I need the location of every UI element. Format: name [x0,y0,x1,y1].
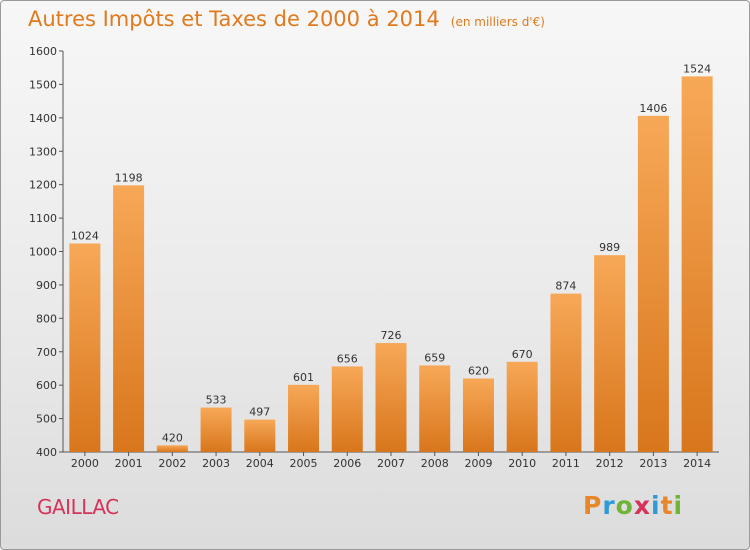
bar [156,445,188,452]
bar [113,185,145,452]
bar [637,115,669,452]
y-tick-label: 900 [36,279,57,292]
bar [331,366,363,452]
x-tick-label: 2004 [246,457,274,470]
y-tick-label: 1100 [29,212,57,225]
x-tick-label: 2008 [421,457,449,470]
x-tick-label: 2012 [596,457,624,470]
bar-value-label: 601 [293,371,314,384]
x-tick-label: 2003 [202,457,230,470]
brand-letter: r [602,491,616,520]
y-tick-label: 1200 [29,179,57,192]
x-tick-label: 2006 [333,457,361,470]
bar-value-label: 1524 [683,62,711,75]
bar [419,365,451,452]
bar [594,255,626,452]
y-tick-label: 1000 [29,246,57,259]
x-tick-label: 2014 [683,457,711,470]
bar-value-label: 1406 [639,102,667,115]
brand-letter: i [673,491,684,520]
x-tick-label: 2007 [377,457,405,470]
x-tick-label: 2011 [552,457,580,470]
y-tick-label: 700 [36,346,57,359]
bar-value-label: 620 [468,364,489,377]
bar-value-label: 420 [162,431,183,444]
place-name: GAILLAC [37,495,119,519]
x-tick-label: 2005 [290,457,318,470]
y-tick-label: 1400 [29,112,57,125]
chart-title: Autres Impôts et Taxes de 2000 à 2014 [28,7,440,31]
bar [200,407,232,452]
y-tick-label: 1500 [29,78,57,91]
x-tick-label: 2010 [508,457,536,470]
brand-logo: Proxiti [583,491,683,520]
y-tick-label: 1600 [29,45,57,58]
chart-subtitle: (en milliers d'€) [450,15,545,29]
bar-value-label: 659 [424,351,445,364]
bar-value-label: 670 [512,348,533,361]
y-tick-label: 600 [36,379,57,392]
brand-letter: x [633,491,651,520]
y-tick-label: 800 [36,312,57,325]
bar [462,378,494,452]
brand-letter: i [651,491,661,520]
bar-value-label: 1198 [115,171,143,184]
y-tick-label: 400 [36,446,57,459]
x-tick-label: 2009 [464,457,492,470]
bar-value-label: 497 [249,406,270,419]
brand-letter: o [615,491,634,520]
bar-value-label: 533 [206,394,227,407]
title-block: Autres Impôts et Taxes de 2000 à 2014 (e… [28,7,545,31]
bar [69,243,101,452]
bar [375,343,407,452]
brand-letter: P [583,491,603,520]
y-tick-label: 500 [36,413,57,426]
bar [244,419,276,452]
bar-value-label: 1024 [71,229,99,242]
x-tick-label: 2002 [158,457,186,470]
bar-value-label: 656 [337,352,358,365]
x-tick-label: 2001 [115,457,143,470]
y-tick-label: 1300 [29,145,57,158]
bar [506,361,538,452]
bar [681,76,713,452]
x-axis: 2000 2001 2002 2003 2004 2005 2006 2007 2008 2009… [63,451,719,470]
bar-value-label: 726 [381,329,402,342]
bar [288,384,320,452]
bar [550,293,582,452]
y-axis: 400 500 600 700 800 900 1000 1100 1200 1300 1400 15… [29,45,64,459]
x-tick-label: 2013 [639,457,667,470]
x-tick-label: 2000 [71,457,99,470]
bar-value-label: 989 [599,241,620,254]
brand-letter: t [660,491,674,520]
bar-value-label: 874 [555,280,576,293]
bar-series: 1024 1198 420 533 497 601 656 726 659 620 670 874 98… [69,62,713,452]
